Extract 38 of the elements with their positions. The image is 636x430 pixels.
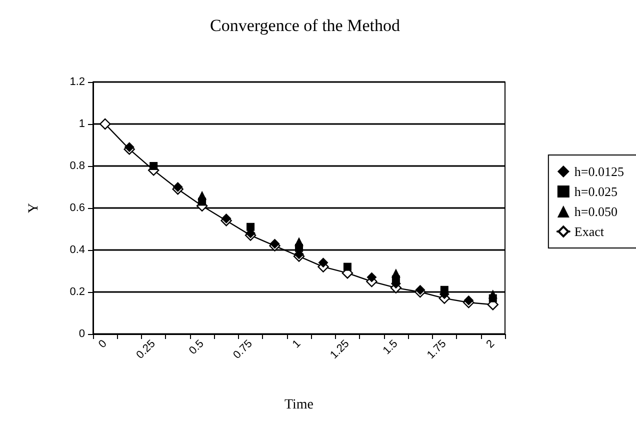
x-tick-label: 1 — [290, 338, 304, 351]
y-tick-label: 0 — [78, 328, 85, 340]
chart-title: Convergence of the Method — [210, 16, 400, 35]
point — [440, 286, 448, 294]
x-tick-label: 0.5 — [187, 338, 206, 358]
point — [488, 290, 498, 299]
x-tick-label: 0 — [96, 338, 110, 351]
legend-label: h=0.0125 — [574, 164, 624, 179]
point — [270, 238, 280, 249]
point — [366, 272, 377, 282]
y-tick-label: 0.8 — [70, 160, 85, 172]
y-tick-label: 1.2 — [70, 76, 85, 88]
point — [150, 162, 158, 170]
point — [464, 295, 474, 306]
point — [294, 237, 304, 246]
y-tick-label: 0.6 — [70, 202, 85, 214]
point — [391, 268, 400, 278]
x-tick-label: 2 — [484, 338, 498, 351]
x-tick-label: 0.75 — [231, 338, 255, 362]
point — [124, 142, 134, 152]
legend-label: h=0.025 — [574, 184, 618, 199]
legend-label: h=0.050 — [574, 204, 618, 219]
legend-label: Exact — [574, 224, 604, 239]
point — [415, 284, 426, 295]
y-axis-title: Y — [26, 202, 42, 214]
x-tick-label: 0.25 — [134, 338, 158, 362]
point — [198, 190, 207, 200]
point — [318, 258, 328, 268]
point — [343, 262, 352, 271]
point — [100, 118, 111, 130]
x-axis-title: Time — [284, 398, 314, 412]
y-tick-label: 1 — [78, 118, 85, 130]
y-tick-label: 0.2 — [70, 286, 85, 298]
point — [221, 214, 232, 224]
point — [172, 182, 183, 192]
y-tick-label: 0.4 — [70, 244, 85, 256]
x-tick-label: 1.5 — [380, 338, 400, 358]
point — [246, 222, 255, 231]
